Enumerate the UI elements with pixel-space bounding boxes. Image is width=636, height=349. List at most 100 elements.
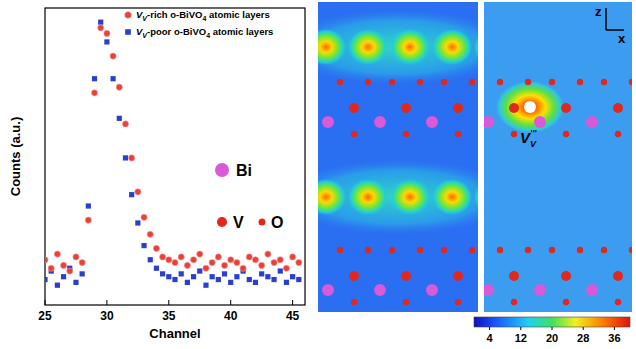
atom-o [615, 299, 621, 305]
point [184, 262, 190, 268]
map-2 [484, 2, 632, 312]
atom-o [549, 247, 555, 253]
point [73, 280, 78, 285]
point [116, 84, 122, 90]
map-background [484, 2, 632, 312]
point [61, 274, 66, 279]
atom-bi [426, 284, 438, 296]
atom-o [615, 131, 621, 137]
density-blob [348, 179, 388, 215]
density-band [318, 9, 478, 85]
atom-o [441, 247, 447, 253]
point [135, 189, 141, 195]
atom-o [337, 247, 343, 253]
point [185, 280, 190, 285]
atom-o [351, 299, 357, 305]
density-band [318, 309, 478, 312]
atom-v [401, 271, 411, 281]
point [221, 262, 227, 268]
atom-bi [534, 284, 546, 296]
point [252, 257, 258, 263]
atom-o [337, 79, 343, 85]
x-tick-label: 35 [162, 309, 176, 323]
x-tick [292, 300, 293, 305]
colorbar-tick-label: 12 [515, 332, 527, 344]
x-tick-label: 25 [38, 309, 52, 323]
axis-letter: z [595, 4, 602, 19]
y-axis-title: Counts (a.u.) [8, 117, 23, 196]
atom-bi [374, 284, 386, 296]
colorbar-tick [489, 327, 490, 330]
point [147, 231, 153, 237]
atom-o [403, 131, 409, 137]
density-blob [474, 179, 478, 215]
atom-o [601, 79, 607, 85]
atom-o [417, 247, 423, 253]
atom-key-dot [259, 219, 266, 226]
point [141, 214, 147, 220]
atom-v [509, 271, 519, 281]
atom-o [511, 131, 517, 137]
atom-v [613, 103, 623, 113]
map-1 [318, 2, 478, 312]
point [265, 251, 271, 257]
point [73, 254, 79, 260]
point [240, 265, 246, 271]
atom-o [629, 247, 632, 253]
point [203, 283, 208, 288]
vacancy-site [524, 101, 536, 113]
point [283, 265, 289, 271]
colorbar-tick-label: 36 [608, 332, 620, 344]
point [190, 257, 196, 263]
density-blob [432, 29, 472, 65]
point [55, 283, 60, 288]
atom-v [613, 271, 623, 281]
atom-key-label: Bi [236, 162, 252, 179]
x-tick [106, 300, 107, 305]
atom-o [417, 79, 423, 85]
colorbar-tick-label: 4 [487, 332, 494, 344]
atom-o [403, 299, 409, 305]
atom-o [549, 79, 555, 85]
atom-o [455, 299, 461, 305]
point [166, 257, 172, 263]
point [160, 254, 166, 260]
legend-label: VV-rich o-BiVO4 atomic layers [136, 9, 270, 22]
point [54, 251, 60, 257]
point [247, 277, 252, 282]
point [148, 257, 153, 262]
atom-bi [484, 284, 494, 296]
density-blob [318, 29, 346, 65]
x-tick-label: 30 [100, 309, 114, 323]
axis-letter: x [618, 31, 626, 46]
x-tick-label: 40 [224, 309, 238, 323]
atom-v [453, 103, 463, 113]
point [48, 265, 54, 271]
legend-text-part: atomic layers [210, 26, 273, 37]
legend-label: VV-poor o-BiVO4 atomic layers [136, 26, 273, 39]
atom-o [455, 131, 461, 137]
atom-v [561, 103, 571, 113]
point [125, 29, 131, 35]
atom-v [453, 271, 463, 281]
point [271, 259, 277, 265]
density-blob [474, 29, 478, 65]
colorbar-tick [583, 327, 584, 330]
point [210, 274, 215, 279]
atom-o [469, 247, 475, 253]
colorbar-tick [552, 327, 553, 330]
point [209, 259, 215, 265]
atom-v [349, 271, 359, 281]
x-tick [168, 300, 169, 305]
point [80, 271, 85, 276]
figure: 2530354045ChannelCounts (a.u.)VV-rich o-… [0, 0, 636, 349]
atom-v [401, 103, 411, 113]
atom-o [365, 79, 371, 85]
point [141, 243, 146, 248]
point [259, 262, 265, 268]
point [125, 12, 132, 19]
atom-key-label: V [233, 214, 244, 231]
point [67, 268, 73, 274]
atom-key-dot [215, 163, 229, 177]
vacancy-label: VV''' [520, 128, 537, 149]
